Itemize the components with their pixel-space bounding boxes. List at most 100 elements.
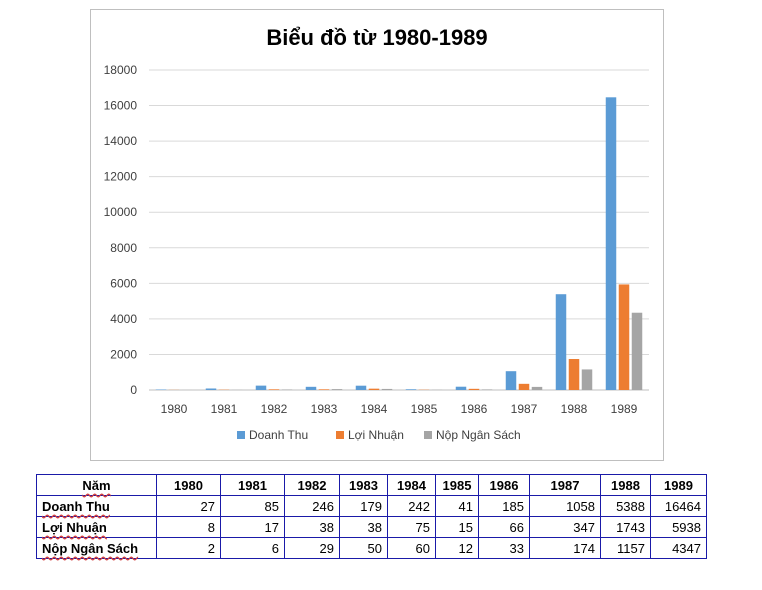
bar: [331, 389, 343, 390]
table-row: Lợi Nhuận 8 17 38 38 75 15 66 347 1743 5…: [36, 516, 707, 538]
table-cell: 38: [284, 516, 340, 538]
y-tick-label: 16000: [104, 99, 138, 113]
table-cell: 1058: [529, 495, 601, 517]
bar: [355, 385, 367, 390]
table-header-cell: Năm: [36, 474, 157, 496]
x-tick-label: 1981: [211, 402, 238, 416]
y-tick-label: 6000: [110, 276, 137, 290]
bar: [581, 369, 593, 390]
table-cell: 6: [220, 537, 285, 559]
y-tick-label: 10000: [104, 205, 138, 219]
table-cell: 41: [435, 495, 479, 517]
y-tick-label: 2000: [110, 347, 137, 361]
bar: [505, 371, 517, 390]
legend-label: Lợi Nhuận: [348, 428, 404, 442]
legend-swatch: [336, 431, 344, 439]
table-header-cell: 1983: [339, 474, 388, 496]
table-cell: 1743: [600, 516, 651, 538]
legend-swatch: [424, 431, 432, 439]
table-cell: 27: [156, 495, 221, 517]
table-cell: 179: [339, 495, 388, 517]
x-tick-label: 1989: [611, 402, 638, 416]
y-tick-label: 8000: [110, 241, 137, 255]
chart-area: Biểu đồ từ 1980-1989 0 2000 4000 6000 8000 10…: [90, 9, 664, 461]
legend-label: Doanh Thu: [249, 428, 308, 442]
table-cell: 50: [339, 537, 388, 559]
table-cell: 75: [387, 516, 436, 538]
legend-swatch: [237, 431, 245, 439]
table-cell: 15: [435, 516, 479, 538]
bar: [618, 284, 630, 390]
bar: [518, 383, 530, 390]
table-row: Nộp Ngân Sách 2 6 29 50 60 12 33 174 115…: [36, 537, 707, 559]
table-header-cell: 1988: [600, 474, 651, 496]
table-row-label: Nộp Ngân Sách: [36, 537, 157, 559]
table-cell: 8: [156, 516, 221, 538]
bar: [305, 386, 317, 390]
table-cell: 16464: [650, 495, 707, 517]
chart-title: Biểu đồ từ 1980-1989: [266, 25, 487, 50]
bar: [405, 389, 417, 390]
table-cell: 33: [478, 537, 530, 559]
bar: [281, 389, 293, 390]
x-tick-label: 1987: [511, 402, 538, 416]
bar: [631, 312, 643, 390]
table-header-cell: 1987: [529, 474, 601, 496]
table-header-row: Năm 1980 1981 1982 1983 1984 1985 1986 1…: [36, 474, 707, 496]
table-cell: 5388: [600, 495, 651, 517]
table-cell: 66: [478, 516, 530, 538]
legend-label: Nộp Ngân Sách: [436, 428, 521, 442]
table-row: Doanh Thu 27 85 246 179 242 41 185 1058 …: [36, 495, 707, 517]
x-tick-label: 1983: [311, 402, 338, 416]
x-tick-label: 1985: [411, 402, 438, 416]
table-cell: 85: [220, 495, 285, 517]
table-cell: 174: [529, 537, 601, 559]
table-cell: 60: [387, 537, 436, 559]
table-row-label: Doanh Thu: [36, 495, 157, 517]
y-tick-label: 4000: [110, 312, 137, 326]
table-cell: 12: [435, 537, 479, 559]
table-header-cell: 1984: [387, 474, 436, 496]
table-cell: 246: [284, 495, 340, 517]
bar: [568, 359, 580, 390]
table-cell: 29: [284, 537, 340, 559]
bar-chart: Biểu đồ từ 1980-1989 0 2000 4000 6000 8000 10…: [104, 25, 649, 442]
table-cell: 2: [156, 537, 221, 559]
bar: [468, 388, 480, 390]
bar: [555, 294, 567, 390]
x-tick-label: 1988: [561, 402, 588, 416]
table-cell: 242: [387, 495, 436, 517]
table-cell: 5938: [650, 516, 707, 538]
table-cell: 4347: [650, 537, 707, 559]
table-header-cell: 1980: [156, 474, 221, 496]
table-header-cell: 1981: [220, 474, 285, 496]
bar: [205, 388, 217, 390]
table-row-label: Lợi Nhuận: [36, 516, 157, 538]
table-header-cell: 1985: [435, 474, 479, 496]
x-tick-label: 1982: [261, 402, 288, 416]
data-table: Năm 1980 1981 1982 1983 1984 1985 1986 1…: [36, 474, 707, 559]
bar: [605, 97, 617, 390]
bar: [255, 385, 267, 390]
table-cell: 185: [478, 495, 530, 517]
bar: [381, 388, 393, 390]
table-cell: 1157: [600, 537, 651, 559]
bar: [481, 389, 493, 390]
x-tick-label: 1984: [361, 402, 388, 416]
bar: [318, 389, 330, 390]
bar: [531, 386, 543, 390]
table-header-cell: 1982: [284, 474, 340, 496]
x-tick-label: 1986: [461, 402, 488, 416]
y-tick-label: 0: [130, 383, 137, 397]
bar: [455, 386, 467, 390]
x-tick-label: 1980: [161, 402, 188, 416]
table-header-cell: 1986: [478, 474, 530, 496]
table-header-cell: 1989: [650, 474, 707, 496]
table-cell: 17: [220, 516, 285, 538]
y-tick-label: 14000: [104, 134, 138, 148]
y-tick-label: 12000: [104, 170, 138, 184]
bar: [368, 388, 380, 390]
y-tick-label: 18000: [104, 63, 138, 77]
table-cell: 38: [339, 516, 388, 538]
table-cell: 347: [529, 516, 601, 538]
